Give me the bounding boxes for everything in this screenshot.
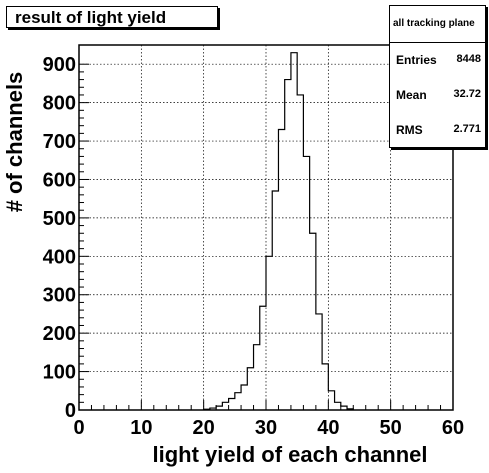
y-tick-label: 700	[43, 131, 76, 153]
histogram-bin	[222, 402, 228, 410]
histogram-bin	[229, 398, 235, 410]
y-tick-label: 900	[43, 54, 76, 76]
stats-value: 32.72	[453, 88, 481, 100]
histogram-outline	[203, 52, 354, 410]
histogram-bin	[235, 393, 241, 410]
histogram-bin	[241, 385, 247, 410]
y-tick-label: 600	[43, 169, 76, 191]
x-axis-label: light yield of each channel	[152, 442, 427, 467]
histogram-bin	[260, 306, 266, 410]
histogram-bin	[328, 391, 334, 410]
stats-row-rms: RMS 2.771	[390, 113, 485, 148]
stats-key: RMS	[396, 123, 423, 137]
stats-key: Entries	[396, 53, 437, 67]
chart-title: result of light yield	[6, 6, 218, 28]
x-tick-label: 30	[255, 417, 277, 439]
histogram-bin	[254, 345, 260, 410]
y-axis-label: # of channels	[2, 72, 27, 213]
y-tick-label: 200	[43, 323, 76, 345]
histogram-bin	[310, 233, 316, 410]
stats-key: Mean	[396, 88, 427, 102]
axis-ticks: 0 10 20 30 40 50 60010020030040050060070080090…	[43, 54, 465, 439]
y-tick-label: 800	[43, 93, 76, 115]
histogram-bin	[278, 130, 284, 410]
stats-box: all tracking plane Entries 8448 Mean 32.…	[389, 5, 486, 148]
stats-value: 8448	[456, 53, 481, 65]
stats-title: all tracking plane	[390, 6, 485, 43]
x-tick-label: 10	[130, 417, 152, 439]
histogram-bin	[322, 364, 328, 410]
histogram-bin	[316, 314, 322, 410]
histogram-bin	[272, 191, 278, 410]
histogram-bin	[247, 368, 253, 410]
histogram-bin	[303, 156, 309, 410]
y-tick-label: 500	[43, 208, 76, 230]
x-tick-label: 50	[380, 417, 402, 439]
stats-value: 2.771	[453, 123, 481, 135]
y-tick-label: 400	[43, 246, 76, 268]
y-tick-label: 300	[43, 285, 76, 307]
x-tick-label: 40	[317, 417, 339, 439]
y-tick-label: 0	[65, 400, 76, 422]
histogram-bars	[203, 52, 354, 410]
x-tick-label: 60	[442, 417, 464, 439]
histogram-bin	[335, 402, 341, 410]
x-tick-label: 20	[193, 417, 215, 439]
histogram-bin	[285, 80, 291, 410]
x-tick-label: 0	[73, 417, 84, 439]
y-tick-label: 100	[43, 362, 76, 384]
histogram-bin	[291, 53, 297, 410]
stats-row-mean: Mean 32.72	[390, 78, 485, 113]
histogram-bin	[297, 95, 303, 410]
stats-row-entries: Entries 8448	[390, 43, 485, 78]
